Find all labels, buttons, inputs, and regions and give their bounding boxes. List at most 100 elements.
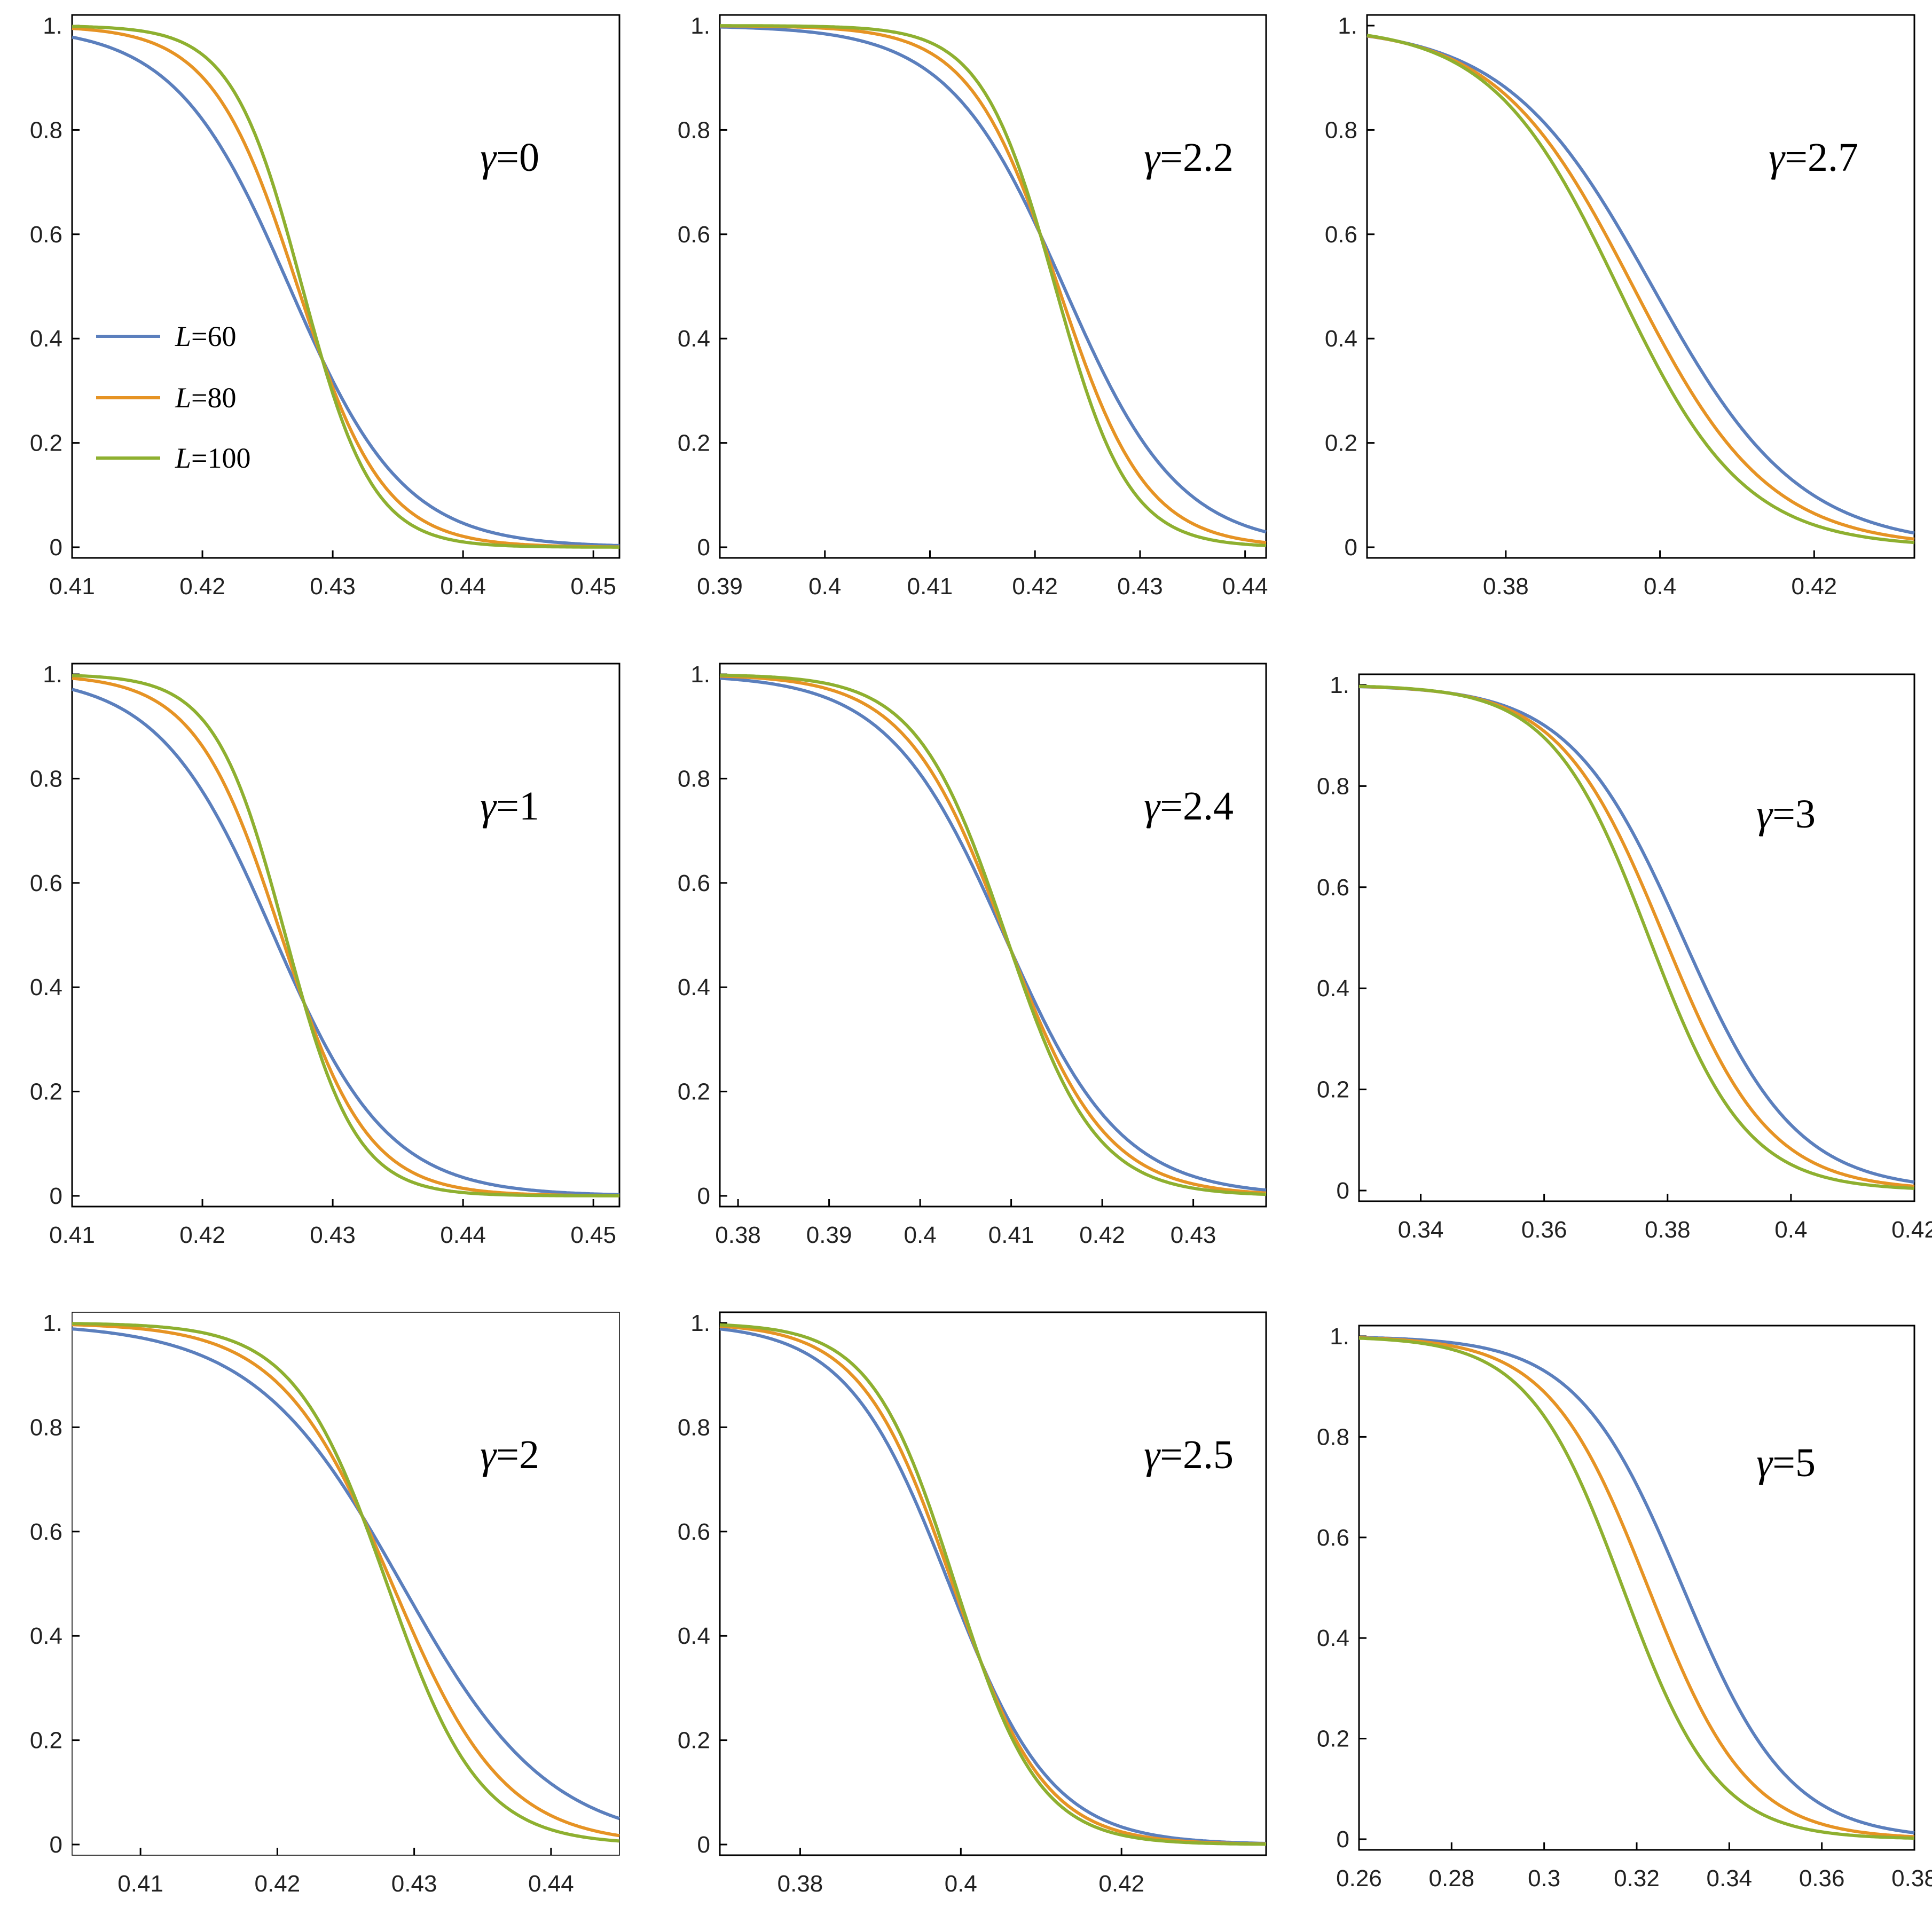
x-tick-label: 0.43 <box>1117 573 1163 600</box>
chart-panel: 0 0.2 0.4 0.6 0.8 1. 0.41 0.42 0.43 0.44 0.45 γ=0 <box>30 13 621 600</box>
series-line-L-100 <box>719 1323 1266 1846</box>
y-tick-label: 0.8 <box>1325 117 1357 143</box>
y-tick-label: 0.2 <box>1325 430 1357 456</box>
y-tick-label: 0.4 <box>678 1623 710 1649</box>
y-tick-label: 0.4 <box>1317 975 1349 1002</box>
series-line-L-80 <box>719 1325 1267 1846</box>
y-tick-label: 0.8 <box>1317 1424 1349 1450</box>
series-line-L-80 <box>1358 684 1915 1188</box>
y-tick-label: 0 <box>697 534 710 561</box>
y-tick-label: 0.8 <box>678 1414 710 1440</box>
x-tick-label: 0.43 <box>1171 1222 1216 1248</box>
x-tick-label: 0.42 <box>179 573 225 600</box>
chart-panel: 0 0.2 0.4 0.6 0.8 1. 0.41 0.42 0.43 0.44 0.45 γ=1 <box>30 661 621 1248</box>
x-tick-label: 0.3 <box>1528 1865 1560 1892</box>
series-line-L-100 <box>1358 1336 1914 1840</box>
x-tick-label: 0.43 <box>310 1222 356 1248</box>
x-tick-label: 0.36 <box>1799 1865 1845 1892</box>
panel-frame <box>1358 673 1915 1202</box>
legend-label: L=60 <box>175 320 237 352</box>
panel-label: γ=2.4 <box>1144 784 1234 829</box>
y-tick-label: 0.6 <box>678 870 710 896</box>
y-tick-label: 0.6 <box>1325 222 1357 248</box>
x-tick-label: 0.44 <box>440 1222 486 1248</box>
y-tick-label: 0 <box>697 1183 710 1209</box>
y-tick-label: 0 <box>1337 1178 1349 1204</box>
y-tick-label: 0.2 <box>30 1079 62 1105</box>
x-tick-label: 0.44 <box>528 1871 574 1897</box>
panel-label: γ=3 <box>1756 792 1816 837</box>
y-tick-label: 0.4 <box>30 974 62 1000</box>
series-line-L-80 <box>1358 1336 1915 1839</box>
y-tick-label: 0.8 <box>678 766 710 792</box>
x-tick-label: 0.45 <box>570 573 616 600</box>
y-tick-label: 1. <box>43 661 62 688</box>
y-tick-label: 0.2 <box>30 1728 62 1754</box>
series-line-L-80 <box>72 1323 620 1838</box>
x-tick-label: 0.4 <box>808 573 841 600</box>
y-tick-label: 1. <box>690 13 710 39</box>
x-tick-label: 0.38 <box>1891 1865 1932 1892</box>
panel-frame <box>71 14 621 559</box>
series-line-L-80 <box>72 27 620 549</box>
series-line-L-60 <box>719 25 1267 534</box>
y-tick-label: 0.8 <box>30 1414 62 1440</box>
y-tick-label: 0.6 <box>1317 874 1349 901</box>
x-tick-label: 0.43 <box>391 1871 437 1897</box>
x-tick-label: 0.4 <box>1644 573 1676 600</box>
chart-panel: 0 0.2 0.4 0.6 0.8 1. 0.39 0.4 0.41 0.42 0.43 0.44 γ=… <box>678 13 1268 600</box>
y-tick-label: 0.8 <box>1317 773 1349 799</box>
x-tick-label: 0.38 <box>777 1871 823 1897</box>
y-tick-label: 0.4 <box>678 326 710 352</box>
x-tick-label: 0.43 <box>310 573 356 600</box>
y-tick-label: 1. <box>690 661 710 688</box>
series-line-L-60 <box>72 688 620 1196</box>
y-tick-label: 0.4 <box>678 974 710 1000</box>
y-tick-label: 0.6 <box>1317 1525 1349 1551</box>
series-line-L-80 <box>719 674 1267 1195</box>
y-tick-label: 1. <box>1330 1323 1349 1350</box>
series-line-L-60 <box>1366 34 1915 535</box>
x-tick-label: 0.34 <box>1398 1217 1444 1243</box>
y-tick-label: 1. <box>1330 672 1349 698</box>
y-tick-label: 1. <box>690 1310 710 1336</box>
legend-label: L=100 <box>175 442 251 474</box>
y-tick-label: 0.6 <box>678 222 710 248</box>
x-tick-label: 0.42 <box>255 1871 301 1897</box>
y-tick-label: 0.8 <box>30 766 62 792</box>
x-tick-label: 0.32 <box>1614 1865 1660 1892</box>
series-line-L-60 <box>719 676 1267 1192</box>
y-tick-label: 0.4 <box>1317 1625 1349 1651</box>
series-line-L-60 <box>1358 1336 1915 1834</box>
x-tick-label: 0.42 <box>179 1222 225 1248</box>
legend-label: L=80 <box>175 382 237 414</box>
x-tick-label: 0.36 <box>1521 1217 1567 1243</box>
legend: L=60 L=80 L=100 <box>96 320 251 474</box>
y-tick-label: 0 <box>697 1832 710 1858</box>
x-tick-label: 0.4 <box>1774 1217 1807 1243</box>
series-line-L-60 <box>719 1327 1267 1845</box>
chart-panel: 0 0.2 0.4 0.6 0.8 1. 0.26 0.28 0.3 0.32 0.34 0.36 0.… <box>1317 1323 1932 1892</box>
y-tick-label: 0 <box>1337 1826 1349 1853</box>
panel-label: γ=2 <box>480 1432 539 1477</box>
y-tick-label: 0.8 <box>30 117 62 143</box>
x-tick-label: 0.41 <box>988 1222 1034 1248</box>
x-tick-label: 0.45 <box>570 1222 616 1248</box>
x-tick-label: 0.42 <box>1012 573 1058 600</box>
series-line-L-100 <box>72 25 619 549</box>
x-tick-label: 0.26 <box>1336 1865 1382 1892</box>
x-tick-label: 0.28 <box>1429 1865 1475 1892</box>
y-tick-label: 1. <box>1338 13 1357 39</box>
y-tick-label: 0.2 <box>678 1079 710 1105</box>
y-tick-label: 0.4 <box>30 326 62 352</box>
series-line-L-80 <box>720 24 1267 545</box>
x-tick-label: 0.4 <box>904 1222 937 1248</box>
chart-panel: 0 0.2 0.4 0.6 0.8 1. 0.41 0.42 0.43 0.44 γ=2 <box>30 1310 621 1897</box>
y-tick-label: 0.6 <box>30 870 62 896</box>
x-tick-label: 0.38 <box>1483 573 1529 600</box>
y-tick-label: 0.2 <box>1317 1077 1349 1103</box>
panel-frame <box>719 663 1267 1208</box>
panel-label: γ=2.7 <box>1769 135 1858 180</box>
y-tick-label: 0 <box>50 1183 62 1209</box>
series-line-L-100 <box>72 1322 620 1843</box>
